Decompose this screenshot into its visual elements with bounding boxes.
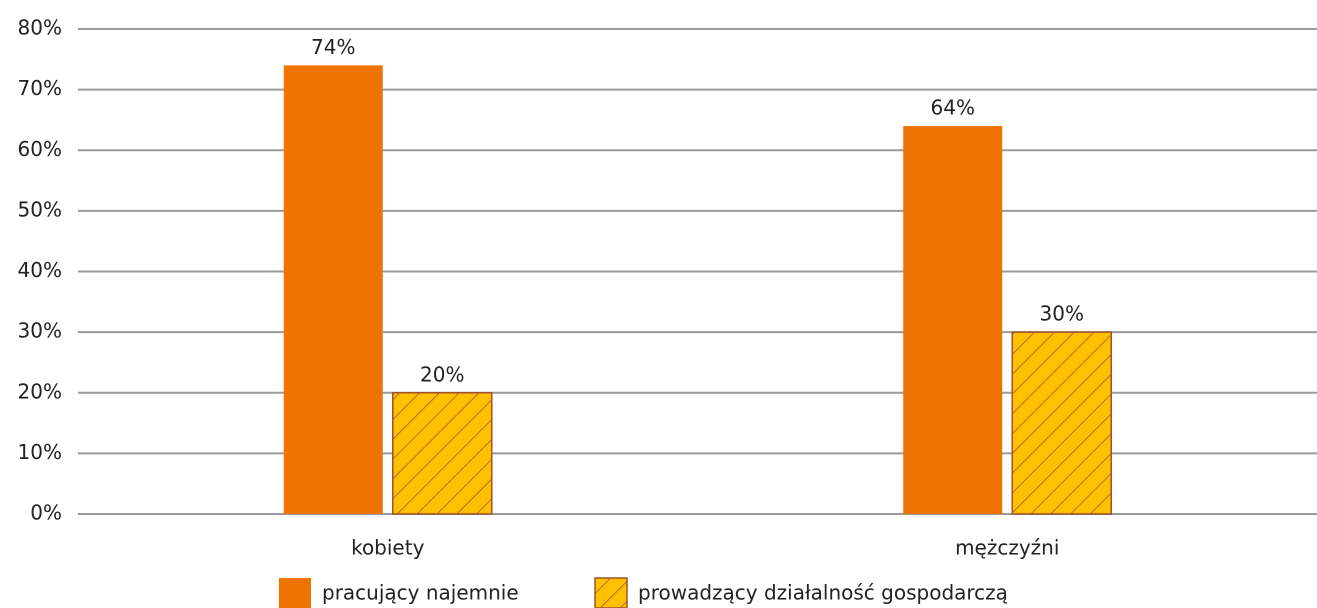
data-label: 20% — [420, 362, 464, 386]
bar — [392, 392, 493, 515]
bar — [1011, 331, 1112, 515]
legend-swatch — [594, 577, 628, 608]
bar — [903, 126, 1003, 514]
y-tick-label: 70% — [18, 76, 62, 100]
legend-label: prowadzący działalność gospodarczą — [638, 581, 1008, 605]
y-tick-label: 60% — [18, 137, 62, 161]
y-tick-label: 40% — [18, 258, 62, 282]
y-tick-label: 50% — [18, 197, 62, 221]
legend-swatch — [279, 578, 311, 608]
y-tick-label: 30% — [18, 319, 62, 343]
y-tick-label: 80% — [18, 16, 62, 40]
y-tick-label: 10% — [18, 440, 62, 464]
data-label: 74% — [311, 35, 355, 59]
data-label: 30% — [1040, 302, 1084, 326]
x-tick-label: kobiety — [351, 536, 425, 560]
bar — [283, 65, 383, 514]
legend-label: pracujący najemnie — [322, 581, 519, 605]
x-tick-label: mężczyźni — [955, 536, 1059, 560]
y-tick-label: 20% — [18, 379, 62, 403]
y-tick-label: 0% — [30, 501, 62, 525]
data-label: 64% — [931, 96, 975, 120]
